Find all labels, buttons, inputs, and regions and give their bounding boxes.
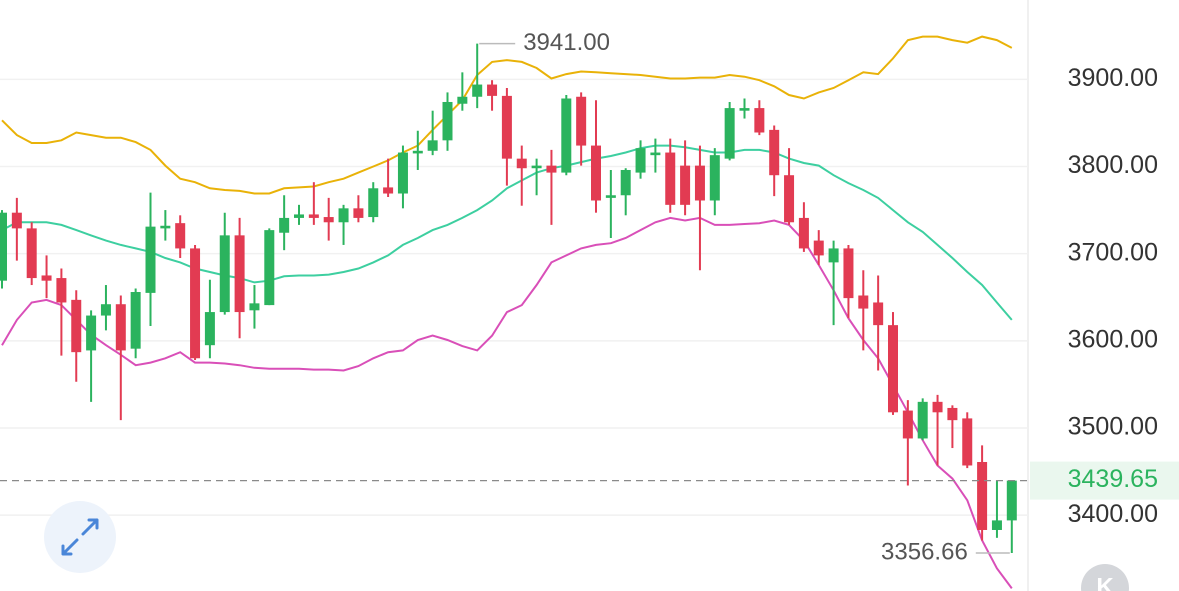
candle-body	[160, 225, 171, 229]
candle-body	[724, 108, 735, 159]
kline-button-label[interactable]: K	[1096, 573, 1114, 591]
candle-body	[472, 84, 483, 97]
band-line	[1, 35, 1013, 195]
candle-body	[902, 410, 913, 439]
last-price-bg	[1030, 461, 1179, 500]
candle-body	[739, 108, 750, 111]
expand-icon[interactable]	[61, 518, 99, 556]
candle-body	[932, 401, 943, 413]
candle-body	[26, 228, 37, 279]
candle-body	[680, 165, 691, 205]
candle-body	[442, 101, 453, 141]
candle-body	[620, 169, 631, 196]
kline-button-bg[interactable]	[1081, 564, 1129, 591]
candle-body	[531, 165, 542, 169]
candle-body	[635, 148, 646, 173]
candle-body	[383, 187, 394, 194]
candle-body	[204, 312, 215, 346]
candle-body	[828, 248, 839, 263]
candle-body	[145, 226, 156, 293]
candle-body	[605, 195, 616, 198]
candle-body	[397, 152, 408, 194]
candle-body	[457, 96, 468, 104]
candle-body	[264, 230, 275, 306]
candle-body	[576, 96, 587, 146]
candle-body	[86, 315, 97, 351]
candle-body	[368, 188, 379, 218]
candle-body	[888, 325, 898, 413]
candle-body	[947, 407, 958, 421]
candle-body	[962, 418, 973, 466]
candle-body	[41, 275, 52, 281]
y-tick-label: 3500.00	[1068, 413, 1158, 441]
candle-body	[175, 223, 186, 249]
candle-body	[546, 165, 557, 173]
candle-body	[977, 461, 988, 530]
y-tick-label: 3700.00	[1068, 238, 1158, 266]
candle-body	[115, 304, 126, 351]
expand-button[interactable]	[44, 501, 116, 573]
candle-body	[650, 152, 661, 156]
candle-body	[665, 152, 676, 205]
candle-body	[294, 214, 304, 218]
candle-body	[100, 304, 111, 316]
candle-body	[308, 214, 319, 218]
expand-button-bg[interactable]	[44, 501, 116, 573]
candle-body	[873, 302, 884, 326]
candle-body	[561, 98, 572, 173]
candle-body	[694, 165, 705, 201]
candle-body	[338, 208, 349, 223]
candle-body	[769, 129, 780, 176]
candle-body	[427, 140, 438, 151]
candle-body	[843, 248, 854, 299]
candle-body	[71, 299, 82, 353]
grid: 3400.00 3500.00 3600.00 3700.00 3800.00 3900.…	[0, 64, 1158, 528]
kline-button[interactable]: K	[1081, 564, 1129, 591]
bands	[1, 35, 1013, 589]
high-label: 3941.00	[523, 29, 610, 56]
candle-body	[813, 240, 824, 256]
candle-body	[501, 95, 512, 159]
band-line	[1, 216, 1013, 589]
y-tick-label: 3400.00	[1068, 500, 1158, 528]
y-tick-label: 3600.00	[1068, 325, 1158, 353]
candle-body	[784, 175, 795, 223]
candle-body	[487, 84, 498, 96]
candle-body	[516, 158, 527, 169]
candle-body	[219, 235, 230, 313]
candle-body	[412, 150, 423, 154]
candle-body	[323, 217, 334, 223]
candle-body	[798, 217, 809, 249]
candle-body	[0, 212, 7, 281]
last-price-label: 3439.65	[1068, 465, 1158, 493]
low-label: 3356.66	[881, 538, 968, 565]
candle-body	[56, 278, 67, 303]
candle-body	[234, 235, 245, 313]
candle-body	[754, 108, 765, 133]
candles	[0, 43, 1017, 553]
candle-body	[130, 292, 141, 349]
candle-body	[991, 520, 1002, 530]
candle-body	[353, 208, 364, 218]
candle-body	[709, 155, 720, 201]
candle-body	[190, 248, 201, 359]
y-tick-label: 3800.00	[1068, 151, 1158, 179]
candle-body	[858, 295, 869, 309]
candle-body	[1006, 480, 1017, 521]
candle-body	[279, 217, 290, 233]
band-line	[1, 144, 1013, 321]
candle-body	[917, 401, 928, 439]
candle-body	[591, 145, 601, 201]
candle-body	[249, 303, 260, 311]
annotations: 3941.00 3356.66 3439.65	[0, 29, 1179, 565]
y-tick-label: 3900.00	[1068, 64, 1158, 92]
candle-body	[11, 212, 22, 229]
